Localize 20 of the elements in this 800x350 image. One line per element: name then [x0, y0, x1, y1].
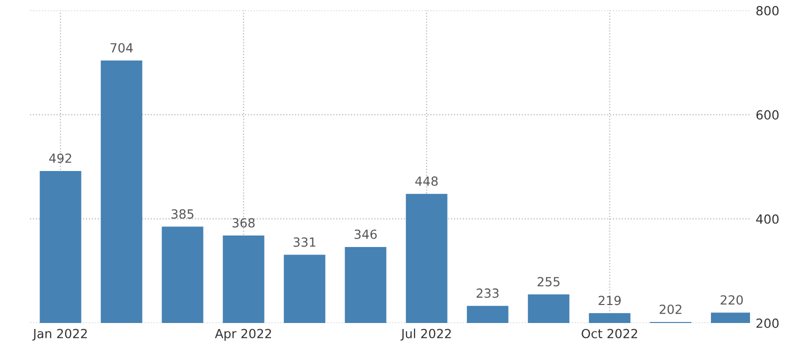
y-tick-label: 600: [756, 110, 779, 120]
y-tick-label: 400: [756, 214, 779, 224]
data-label: 233: [476, 288, 499, 298]
data-label: 385: [172, 209, 194, 219]
y-tick-label: 800: [756, 6, 779, 16]
data-label: 220: [720, 295, 743, 305]
data-label: 331: [294, 237, 316, 247]
data-label: 255: [538, 276, 560, 286]
y-tick-label: 200: [756, 318, 779, 328]
data-label: 346: [354, 230, 377, 240]
data-label: 704: [110, 43, 133, 53]
x-tick-label: Jul 2022: [400, 328, 451, 341]
x-tick-label: Jan 2022: [32, 328, 87, 341]
x-tick-label: Apr 2022: [214, 328, 272, 341]
data-label: 219: [598, 296, 621, 306]
data-label: 448: [415, 176, 438, 186]
data-label: 492: [49, 154, 72, 163]
x-tick-label: Oct 2022: [582, 328, 638, 338]
data-label: 368: [232, 218, 255, 228]
data-label: 202: [660, 304, 682, 314]
